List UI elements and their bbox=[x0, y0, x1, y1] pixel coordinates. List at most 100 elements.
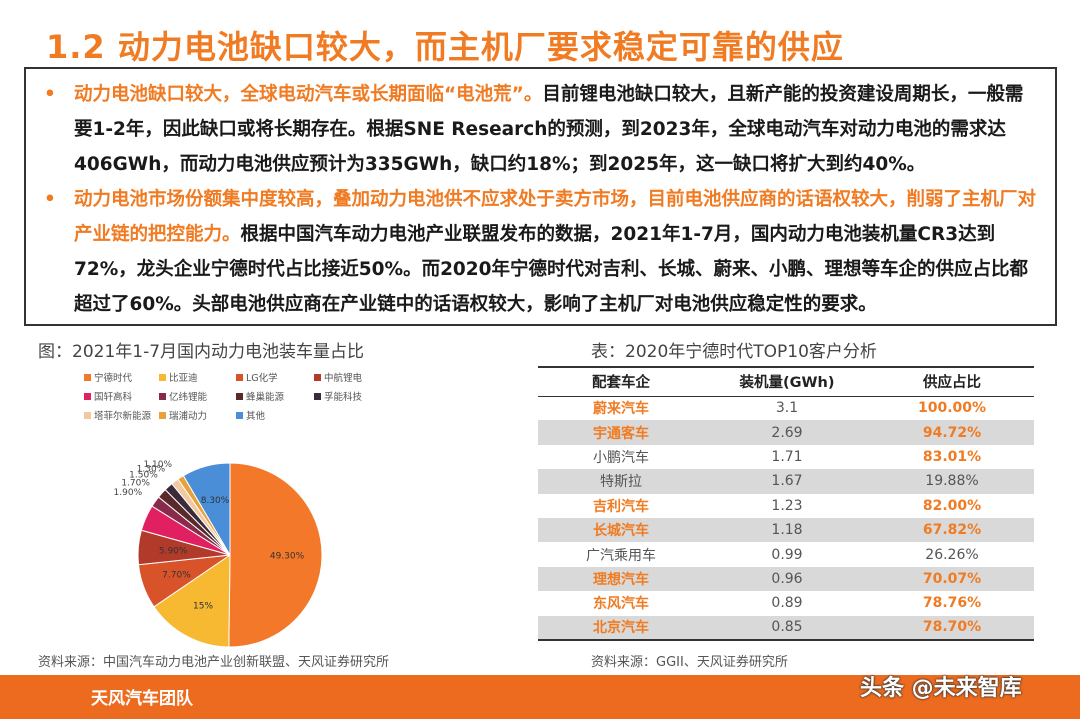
cell-company: 蔚来汽车 bbox=[593, 401, 649, 418]
legend-item: 瑞浦动力 bbox=[159, 408, 207, 422]
legend-swatch bbox=[159, 392, 166, 400]
legend-swatch bbox=[236, 392, 243, 400]
pie-data-label: 5.90% bbox=[159, 546, 188, 556]
legend-item: LG化学 bbox=[236, 370, 278, 384]
cell-share: 26.26% bbox=[925, 546, 979, 563]
cell-company: 长城汽车 bbox=[593, 523, 649, 540]
table-header-row: 配套车企 装机量(GWh) 供应占比 bbox=[538, 367, 1034, 396]
legend-item: 中航锂电 bbox=[314, 370, 362, 384]
cell-gwh: 1.23 bbox=[771, 497, 803, 514]
cell-share: 82.00% bbox=[922, 497, 982, 514]
pie-data-label: 7.70% bbox=[162, 571, 191, 581]
header-share: 供应占比 bbox=[923, 375, 981, 392]
footer-team: 天风汽车团队 bbox=[91, 689, 193, 709]
footer-bar bbox=[0, 675, 1080, 719]
cell-gwh: 0.85 bbox=[771, 619, 803, 636]
table-row: 小鹏汽车 1.71 83.01% bbox=[538, 445, 1034, 469]
pie-chart: 49.30% 15% 7.70% 5.90% 1.90%1.70%1.50%1.30%1… bbox=[114, 460, 323, 648]
legend-label: 其他 bbox=[246, 411, 266, 422]
table-row: 北京汽车 0.85 78.70% bbox=[538, 615, 1034, 640]
header-gwh: 装机量(GWh) bbox=[739, 375, 835, 392]
legend-swatch bbox=[236, 373, 243, 381]
legend-label: 瑞浦动力 bbox=[169, 411, 208, 422]
paragraph-2: • 动力电池市场份额集中度较高，叠加动力电池供不应求处于卖方市场，目前电池供应商… bbox=[40, 182, 1041, 322]
legend-item: 宁德时代 bbox=[84, 370, 132, 384]
legend-item: 比亚迪 bbox=[159, 370, 198, 384]
legend-item: 蜂巢能源 bbox=[236, 389, 284, 403]
pie-data-label: 1.90% bbox=[114, 488, 143, 498]
paragraph-1-highlight: 动力电池缺口较大，全球电动汽车或长期面临“电池荒”。 bbox=[74, 84, 543, 105]
pie-data-label: 1.50% bbox=[129, 471, 158, 481]
legend-label: 蜂巢能源 bbox=[246, 392, 285, 403]
header-company: 配套车企 bbox=[592, 375, 650, 392]
slide-title: 1.2 动力电池缺口较大，而主机厂要求稳定可靠的供应 bbox=[46, 28, 844, 66]
cell-share: 67.82% bbox=[922, 522, 982, 539]
cell-share: 94.72% bbox=[922, 424, 982, 441]
cell-share: 19.88% bbox=[925, 473, 979, 490]
legend-label: LG化学 bbox=[246, 373, 278, 384]
cell-share: 78.70% bbox=[922, 619, 982, 636]
paragraph-2-highlight: 动力电池市场份额集中度较高，叠加动力电池供不应求处于卖方市场，目前电池供应商的话… bbox=[74, 189, 1037, 245]
legend-swatch bbox=[236, 411, 243, 419]
cell-share: 100.00% bbox=[917, 400, 987, 417]
pie-slice bbox=[182, 462, 231, 557]
pie-data-label: 8.30% bbox=[201, 496, 230, 506]
legend-label: 国轩高科 bbox=[94, 392, 133, 403]
legend-swatch bbox=[314, 373, 321, 381]
cell-gwh: 0.89 bbox=[771, 595, 803, 612]
pie-data-label: 49.30% bbox=[270, 551, 305, 561]
paragraph-2-body: 根据中国汽车动力电池产业联盟发布的数据，2021年1-7月，国内动力电池装机量C… bbox=[74, 224, 1029, 315]
legend-label: 塔菲尔新能源 bbox=[94, 411, 152, 422]
legend-swatch bbox=[159, 411, 166, 419]
cell-company: 北京汽车 bbox=[593, 620, 649, 637]
table-caption: 表：2020年宁德时代TOP10客户分析 bbox=[591, 342, 877, 362]
cell-company: 广汽乘用车 bbox=[586, 547, 656, 564]
table-source: 资料来源：GGII、天风证券研究所 bbox=[591, 655, 788, 670]
legend-item: 其他 bbox=[236, 408, 265, 422]
cell-gwh: 1.71 bbox=[771, 448, 803, 465]
summary-box: • 动力电池缺口较大，全球电动汽车或长期面临“电池荒”。目前锂电池缺口较大，且新… bbox=[24, 67, 1057, 326]
cell-company: 理想汽车 bbox=[593, 571, 649, 588]
legend-item: 塔菲尔新能源 bbox=[84, 408, 151, 422]
cell-company: 小鹏汽车 bbox=[593, 449, 649, 466]
cell-company: 东风汽车 bbox=[593, 596, 649, 613]
figure-source: 资料来源：中国汽车动力电池产业创新联盟、天风证券研究所 bbox=[38, 655, 390, 670]
table-row: 广汽乘用车 0.99 26.26% bbox=[538, 542, 1034, 566]
legend-label: 孚能科技 bbox=[324, 392, 363, 403]
cell-company: 特斯拉 bbox=[600, 474, 642, 491]
pie-data-label: 1.10% bbox=[143, 460, 172, 470]
pie-slice bbox=[153, 554, 231, 648]
table-row: 特斯拉 1.67 19.88% bbox=[538, 469, 1034, 494]
cell-company: 吉利汽车 bbox=[593, 498, 649, 515]
customer-table: 配套车企 装机量(GWh) 供应占比 蔚来汽车 3.1 100.00% 宇通客车 2.6… bbox=[538, 366, 1034, 641]
table-row: 吉利汽车 1.23 82.00% bbox=[538, 494, 1034, 518]
cell-gwh: 1.67 bbox=[771, 473, 803, 490]
cell-share: 70.07% bbox=[922, 570, 982, 587]
cell-share: 78.76% bbox=[922, 595, 982, 612]
cell-gwh: 0.96 bbox=[771, 570, 803, 587]
table-row: 东风汽车 0.89 78.76% bbox=[538, 591, 1034, 615]
legend-swatch bbox=[84, 411, 91, 419]
paragraph-1-body: 目前锂电池缺口较大，且新产能的投资建设周期长，一般需要1-2年，因此缺口或将长期… bbox=[74, 84, 1024, 175]
table-row: 宇通客车 2.69 94.72% bbox=[538, 420, 1034, 445]
pie-data-label: 1.30% bbox=[137, 465, 166, 475]
legend-swatch bbox=[314, 392, 321, 400]
cell-gwh: 2.69 bbox=[771, 424, 803, 441]
cell-share: 83.01% bbox=[922, 448, 982, 465]
legend-swatch bbox=[84, 373, 91, 381]
figure-caption: 图：2021年1-7月国内动力电池装车量占比 bbox=[38, 342, 365, 362]
legend-item: 孚能科技 bbox=[314, 389, 362, 403]
table-row: 蔚来汽车 3.1 100.00% bbox=[538, 396, 1034, 420]
legend-label: 亿纬锂能 bbox=[169, 392, 208, 403]
pie-slice bbox=[228, 462, 323, 648]
bullet-icon: • bbox=[44, 189, 56, 210]
paragraph-1: • 动力电池缺口较大，全球电动汽车或长期面临“电池荒”。目前锂电池缺口较大，且新… bbox=[40, 77, 1041, 182]
bullet-icon: • bbox=[44, 84, 56, 105]
watermark: 头条 @未来智库 bbox=[860, 676, 1022, 701]
table-row: 理想汽车 0.96 70.07% bbox=[538, 566, 1034, 592]
legend-label: 宁德时代 bbox=[94, 373, 133, 384]
legend-label: 比亚迪 bbox=[169, 373, 198, 384]
cell-gwh: 1.18 bbox=[771, 522, 803, 539]
cell-gwh: 3.1 bbox=[775, 400, 799, 417]
legend-label: 中航锂电 bbox=[324, 373, 363, 384]
